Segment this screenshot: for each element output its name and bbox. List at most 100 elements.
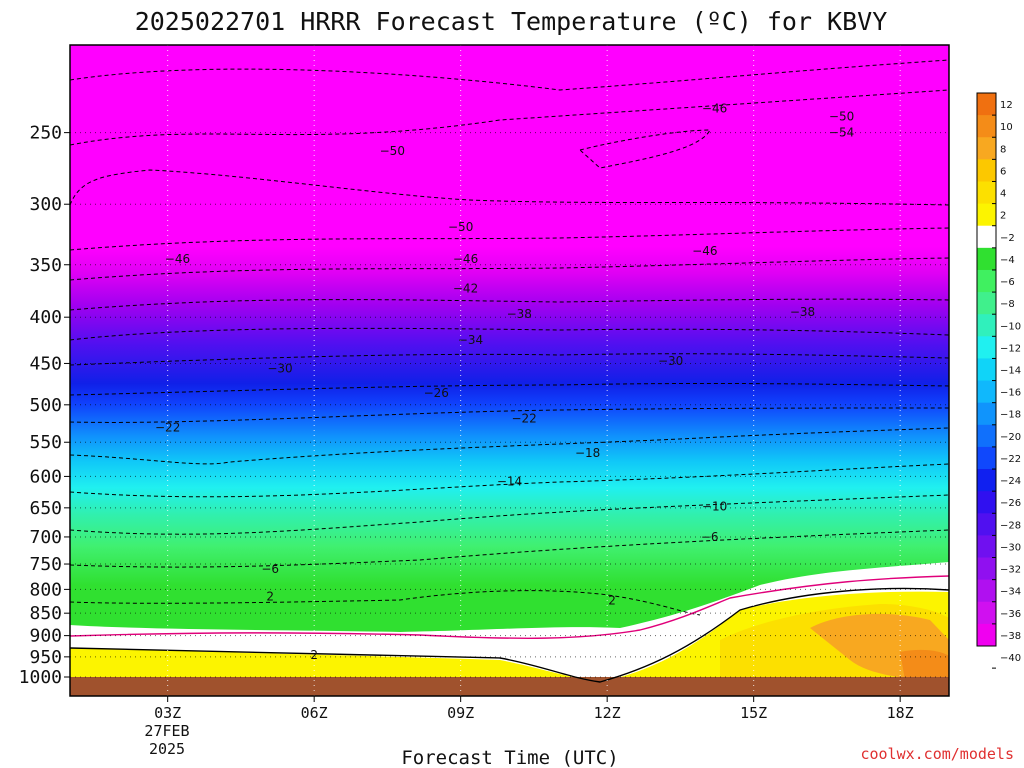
contour-label: −38 — [790, 305, 815, 319]
colorbar-label: −4 — [1000, 255, 1015, 266]
isotherm-line — [70, 327, 949, 341]
plot-frame — [69, 44, 950, 697]
x-tick-label: 15Z — [740, 704, 767, 722]
site-credit[interactable]: coolwx.com/models — [860, 745, 1014, 763]
colorbar-swatch — [977, 203, 996, 227]
y-tick-label: 950 — [29, 647, 62, 668]
colorbar-label: −20 — [1000, 432, 1021, 443]
colorbar-swatch — [977, 269, 996, 293]
colorbar-swatch — [977, 137, 996, 160]
colorbar-swatch — [977, 469, 996, 492]
isotherm-line — [578, 129, 711, 169]
y-tick-label: 850 — [29, 603, 62, 624]
colorbar-swatch — [977, 336, 996, 359]
colorbar-label: −32 — [1000, 565, 1021, 576]
gridlines — [70, 45, 949, 696]
y-tick-label: 800 — [29, 579, 62, 600]
isotherm-line — [70, 353, 949, 366]
colorbar-swatch — [977, 424, 996, 448]
x-tick-label: 09Z — [447, 704, 474, 722]
y-tick-label: 300 — [29, 194, 62, 215]
colorbar-label: 8 — [1000, 144, 1006, 155]
colorbar-swatch — [977, 181, 996, 205]
colorbar-swatch — [977, 491, 996, 514]
isotherm-line — [70, 463, 949, 498]
contour-label: −46 — [692, 244, 717, 258]
isotherm-line — [70, 427, 949, 465]
contour-label: −46 — [702, 101, 727, 115]
y-tick-label: 250 — [29, 123, 62, 144]
isotherm-line — [70, 257, 949, 281]
contour-label: −30 — [658, 354, 683, 368]
colorbar-swatch — [977, 557, 996, 581]
colorbar-label: −2 — [1000, 233, 1015, 244]
colorbar-label: −6 — [1000, 277, 1015, 288]
y-tick-label: 450 — [29, 353, 62, 374]
colorbar-label: 12 — [1000, 100, 1013, 111]
colorbar-label: −40 — [1000, 653, 1021, 664]
x-tick-label: 12Z — [594, 704, 621, 722]
colorbar: 12 10 8 6 4 2 −2 −4 −6 −8 −10 −12 −14 −16 −18 −20 −22 −24… — [976, 92, 1021, 669]
colorbar-swatch — [977, 358, 996, 382]
warm-surface-layer-deep-orange — [900, 649, 949, 680]
contour-label: 2 — [266, 590, 274, 604]
isotherm-line — [70, 590, 701, 616]
isotherm-line — [70, 227, 949, 251]
colorbar-swatch — [977, 513, 996, 536]
colorbar-label: 10 — [1000, 122, 1013, 133]
colorbar-swatch — [977, 402, 996, 426]
y-tick-label: 550 — [29, 432, 62, 453]
contour-label: −6 — [261, 562, 279, 576]
colorbar-swatch — [977, 93, 996, 116]
y-tick-label: 1000 — [19, 667, 62, 688]
chart-title: 2025022701 HRRR Forecast Temperature (ºC… — [135, 7, 888, 36]
isotherm-line — [70, 89, 949, 146]
contour-label: −38 — [507, 307, 532, 321]
isotherm-line — [70, 169, 949, 206]
colorbar-label: 4 — [1000, 189, 1006, 200]
contour-label: −42 — [453, 282, 478, 296]
ground-strip — [70, 677, 949, 696]
isotherm-line — [70, 298, 949, 311]
x-tick-label: 06Z — [301, 704, 328, 722]
colorbar-label: −26 — [1000, 498, 1021, 509]
isotherm-lines — [70, 59, 949, 616]
contour-label: −34 — [458, 333, 483, 347]
contour-label: 2 — [310, 648, 318, 662]
contour-label: −54 — [829, 126, 854, 140]
plot-area — [70, 45, 949, 696]
colorbar-swatch — [977, 446, 996, 470]
colorbar-label: −16 — [1000, 388, 1021, 399]
contour-label: −18 — [575, 446, 600, 460]
y-tick-label: 400 — [29, 307, 62, 328]
colorbar-swatch — [977, 115, 996, 138]
colorbar-label: −12 — [1000, 343, 1021, 354]
colorbar-swatch — [977, 225, 996, 249]
contour-label: −10 — [702, 500, 727, 514]
colorbar-swatch — [977, 380, 996, 404]
colorbar-label: −34 — [1000, 587, 1021, 598]
colorbar-label: −24 — [1000, 476, 1021, 487]
colorbar-swatch — [977, 623, 996, 647]
freezing-line — [70, 587, 949, 683]
contour-labels: −46 −50 −54 −50 −50 −46 −46 −46 −42 −38 −38 −34 −30 −… — [155, 101, 854, 661]
contour-label: −22 — [511, 412, 536, 426]
colorbar-label: −10 — [1000, 321, 1021, 332]
contour-label: −50 — [448, 220, 473, 234]
colorbar-label: 2 — [1000, 211, 1006, 222]
y-tick-label: 700 — [29, 527, 62, 548]
colorbar-label: −18 — [1000, 410, 1021, 421]
contour-label: 2 — [608, 594, 616, 608]
contour-label: −50 — [829, 110, 854, 124]
colorbar-swatch — [977, 314, 996, 337]
contour-label: −26 — [424, 386, 449, 400]
colorbar-swatch — [977, 579, 996, 603]
date-label-year: 2025 — [149, 740, 185, 758]
x-tick-label: 03Z — [154, 704, 181, 722]
colorbar-label: −28 — [1000, 520, 1021, 531]
colorbar-label: −22 — [1000, 454, 1021, 465]
colorbar-label: −30 — [1000, 542, 1021, 553]
colorbar-swatch — [977, 292, 996, 315]
y-tick-label: 650 — [29, 498, 62, 519]
